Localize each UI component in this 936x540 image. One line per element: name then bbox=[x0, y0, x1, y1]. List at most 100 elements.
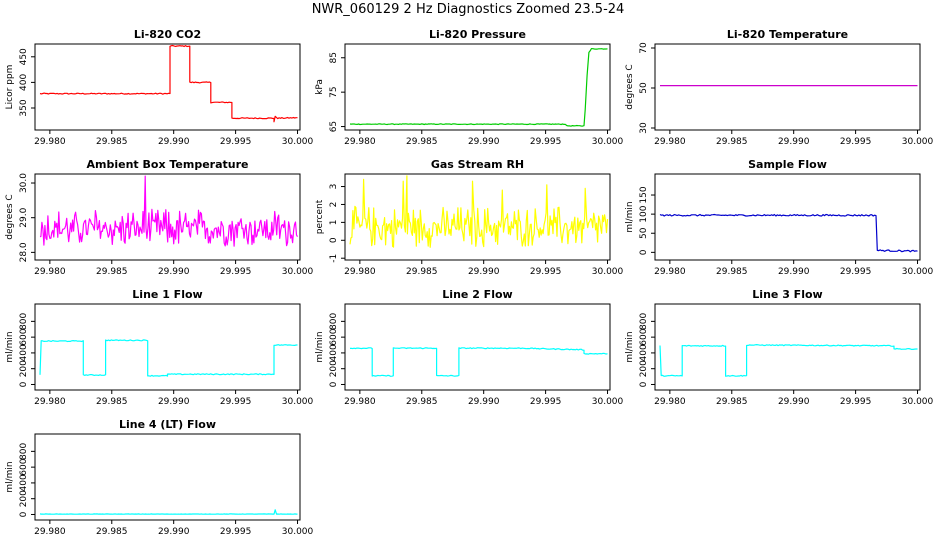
x-tick-label: 29.985 bbox=[96, 397, 128, 407]
x-tick-label: 30.000 bbox=[902, 267, 934, 277]
chart-title: Sample Flow bbox=[748, 158, 827, 171]
x-tick-label: 29.995 bbox=[530, 137, 562, 147]
x-tick-label: 30.000 bbox=[592, 267, 624, 277]
data-series bbox=[349, 48, 608, 127]
x-tick-label: 29.985 bbox=[96, 527, 128, 537]
y-axis-label: Licor ppm bbox=[5, 65, 15, 110]
x-tick-label: 30.000 bbox=[902, 137, 934, 147]
x-tick-label: 29.980 bbox=[344, 397, 376, 407]
x-tick-label: 29.990 bbox=[468, 397, 500, 407]
y-tick-label: 0 bbox=[19, 511, 29, 517]
chart-title: Ambient Box Temperature bbox=[87, 158, 249, 171]
plot-frame bbox=[654, 43, 921, 131]
x-tick-label: 29.985 bbox=[96, 137, 128, 147]
x-tick-label: 29.995 bbox=[530, 267, 562, 277]
plot-frame bbox=[34, 43, 301, 131]
chart-panel: Li-820 CO2 29.980 29.985 29.990 29.995 30.000… bbox=[5, 28, 314, 147]
x-tick-label: 30.000 bbox=[282, 137, 314, 147]
x-tick-label: 29.985 bbox=[716, 137, 748, 147]
y-tick-label: 400 bbox=[19, 74, 29, 91]
x-tick-label: 30.000 bbox=[902, 397, 934, 407]
chart-title: Line 4 (LT) Flow bbox=[119, 418, 216, 431]
y-tick-label: 800 bbox=[19, 312, 29, 329]
y-tick-label: 150 bbox=[639, 186, 649, 203]
x-tick-label: 29.995 bbox=[220, 527, 252, 537]
y-tick-label: 200 bbox=[329, 360, 339, 377]
y-tick-label: 200 bbox=[19, 490, 29, 507]
x-tick-label: 29.995 bbox=[220, 137, 252, 147]
x-tick-label: 29.995 bbox=[530, 397, 562, 407]
y-tick-label: 600 bbox=[19, 328, 29, 345]
x-tick-label: 29.980 bbox=[34, 397, 66, 407]
y-tick-label: 600 bbox=[639, 328, 649, 345]
data-series bbox=[39, 44, 298, 123]
y-tick-label: 400 bbox=[329, 344, 339, 361]
y-tick-label: 30.0 bbox=[19, 173, 29, 193]
y-tick-label: 0 bbox=[329, 381, 339, 387]
y-tick-label: 400 bbox=[19, 344, 29, 361]
y-tick-label: -1 bbox=[329, 254, 339, 263]
x-tick-label: 29.980 bbox=[344, 137, 376, 147]
x-tick-label: 29.990 bbox=[158, 397, 190, 407]
plot-frame bbox=[654, 173, 921, 261]
plot-frame bbox=[344, 43, 611, 131]
x-tick-label: 29.980 bbox=[654, 267, 686, 277]
x-tick-label: 29.985 bbox=[406, 267, 438, 277]
y-tick-label: 0 bbox=[19, 381, 29, 387]
x-tick-label: 29.980 bbox=[654, 397, 686, 407]
y-tick-label: 50 bbox=[639, 82, 649, 94]
x-tick-label: 29.985 bbox=[716, 267, 748, 277]
plot-frame bbox=[34, 433, 301, 521]
data-series bbox=[349, 347, 608, 377]
y-tick-label: 2 bbox=[329, 202, 339, 208]
chart-panel: Line 4 (LT) Flow 29.980 29.985 29.990 29.995… bbox=[5, 418, 314, 537]
y-tick-label: 400 bbox=[19, 474, 29, 491]
data-series bbox=[659, 213, 918, 253]
data-series bbox=[659, 344, 918, 377]
y-axis-label: ml/min bbox=[625, 201, 635, 232]
x-tick-label: 29.990 bbox=[468, 267, 500, 277]
y-axis-label: ml/min bbox=[625, 331, 635, 362]
y-tick-label: 800 bbox=[19, 442, 29, 459]
x-tick-label: 30.000 bbox=[282, 527, 314, 537]
chart-title: Line 2 Flow bbox=[442, 288, 512, 301]
data-series bbox=[39, 175, 299, 247]
chart-panel: Li-820 Temperature 29.980 29.985 29.990 29.9… bbox=[625, 28, 934, 147]
plot-frame bbox=[654, 303, 921, 391]
x-tick-label: 29.995 bbox=[840, 267, 872, 277]
y-tick-label: 450 bbox=[19, 48, 29, 65]
chart-panel: Line 1 Flow 29.980 29.985 29.990 29.995 30.00… bbox=[5, 288, 314, 407]
figure-title: NWR_060129 2 Hz Diagnostics Zoomed 23.5-… bbox=[311, 2, 625, 17]
y-axis-label: ml/min bbox=[5, 331, 15, 362]
x-tick-label: 29.990 bbox=[778, 267, 810, 277]
x-tick-label: 29.990 bbox=[468, 137, 500, 147]
y-tick-label: 70 bbox=[639, 42, 649, 54]
y-tick-label: 0 bbox=[639, 249, 649, 255]
y-axis-label: kPa bbox=[315, 79, 325, 95]
chart-panel: Sample Flow 29.980 29.985 29.990 29.995 30.00… bbox=[625, 158, 934, 277]
x-tick-label: 29.995 bbox=[220, 267, 252, 277]
x-tick-label: 29.980 bbox=[34, 527, 66, 537]
y-axis-label: ml/min bbox=[5, 461, 15, 492]
y-tick-label: 400 bbox=[639, 344, 649, 361]
y-axis-label: ml/min bbox=[315, 331, 325, 362]
x-tick-label: 29.995 bbox=[840, 137, 872, 147]
y-tick-label: 3 bbox=[329, 184, 339, 190]
y-tick-label: 65 bbox=[329, 121, 339, 132]
y-tick-label: 200 bbox=[639, 360, 649, 377]
x-tick-label: 29.980 bbox=[34, 267, 66, 277]
data-series bbox=[39, 339, 298, 377]
y-axis-label: degrees C bbox=[625, 64, 635, 109]
y-tick-label: 85 bbox=[329, 52, 339, 63]
y-axis-label: percent bbox=[315, 199, 325, 234]
x-tick-label: 29.980 bbox=[344, 267, 376, 277]
chart-panel: Li-820 Pressure 29.980 29.985 29.990 29.995 3… bbox=[315, 28, 624, 147]
chart-title: Li-820 Pressure bbox=[429, 28, 526, 41]
chart-panel: Line 2 Flow 29.980 29.985 29.990 29.995 30.00… bbox=[315, 288, 624, 407]
x-tick-label: 29.990 bbox=[778, 137, 810, 147]
plot-frame bbox=[34, 173, 301, 261]
x-tick-label: 29.990 bbox=[158, 527, 190, 537]
data-series bbox=[349, 175, 609, 248]
y-tick-label: 800 bbox=[639, 312, 649, 329]
